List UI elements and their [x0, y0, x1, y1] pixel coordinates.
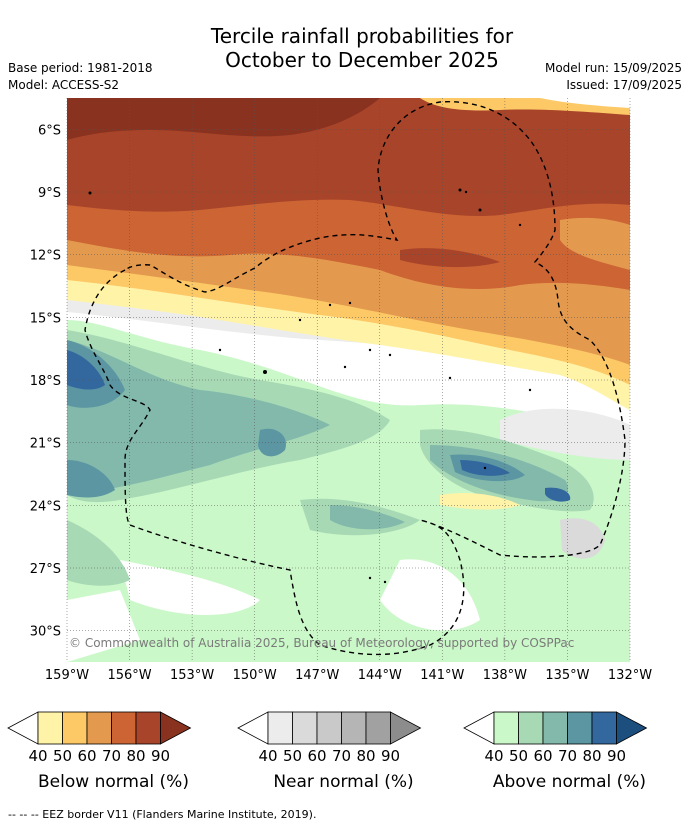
lat-label: 24°S: [30, 499, 61, 514]
lon-label: 141°W: [420, 668, 464, 683]
legend-swatch: [62, 711, 88, 745]
legend-arrow-low: [7, 711, 39, 745]
title-line-1: Tercile rainfall probabilities for: [210, 24, 514, 48]
lat-label: 6°S: [38, 123, 61, 138]
legend-tick: 90: [151, 747, 170, 765]
legend-title-below: Below normal (%): [38, 772, 189, 792]
copyright-notice: © Commonwealth of Australia 2025, Bureau…: [69, 636, 574, 650]
graticule: [66, 98, 631, 662]
lon-label: 144°W: [358, 668, 402, 683]
legend-tick: 70: [558, 747, 577, 765]
legend-tick: 80: [582, 747, 601, 765]
legend-swatch: [341, 711, 367, 745]
legend-swatch: [567, 711, 593, 745]
legend-tick: 50: [283, 747, 302, 765]
probability-map: © Commonwealth of Australia 2025, Bureau…: [30, 98, 652, 683]
legend-swatch: [37, 711, 63, 745]
legend-arrow-low: [463, 711, 495, 745]
legend-tick: 60: [77, 747, 96, 765]
title-line-2: October to December 2025: [225, 48, 499, 72]
legend-arrow-high: [616, 711, 648, 745]
legend-tick: 90: [607, 747, 626, 765]
lat-labels: 6°S 9°S 12°S 15°S 18°S 21°S 24°S 27°S 30°S: [30, 123, 61, 639]
legend-swatch: [316, 711, 342, 745]
model-run: Model run: 15/09/2025: [544, 61, 682, 75]
lon-label: 135°W: [545, 668, 589, 683]
legend-tick: 90: [381, 747, 400, 765]
meta-right: Model run: 15/09/2025 Issued: 17/09/2025: [545, 60, 682, 94]
legend-tick: 80: [356, 747, 375, 765]
legend-tick: 40: [484, 747, 503, 765]
lat-label: 15°S: [30, 311, 61, 326]
lat-label: 12°S: [30, 249, 61, 264]
legend-swatch: [292, 711, 318, 745]
legend-swatch: [591, 711, 617, 745]
lat-label: 9°S: [38, 186, 61, 201]
legend-tick: 50: [509, 747, 528, 765]
lon-label: 138°W: [483, 668, 527, 683]
lon-label: 159°W: [45, 668, 89, 683]
legend-tick: 80: [126, 747, 145, 765]
lon-label: 156°W: [107, 668, 151, 683]
legend-swatch: [111, 711, 137, 745]
legend-tick: 60: [307, 747, 326, 765]
legend-tick: 40: [28, 747, 47, 765]
eez-footnote: -- -- -- EEZ border V11 (Flanders Marine…: [8, 808, 317, 821]
legend-near-normal: 40 50 60 70 80 90: [236, 706, 458, 766]
issued-date: Issued: 17/09/2025: [566, 78, 682, 92]
legend-tick: 60: [533, 747, 552, 765]
legend-tick: 50: [53, 747, 72, 765]
lon-label: 147°W: [295, 668, 339, 683]
lat-label: 18°S: [30, 374, 61, 389]
lon-label: 132°W: [608, 668, 652, 683]
lat-label: 21°S: [30, 437, 61, 452]
legend-title-near: Near normal (%): [273, 772, 414, 792]
lon-label: 150°W: [233, 668, 277, 683]
legend-arrow-high: [160, 711, 192, 745]
legend-swatch: [86, 711, 112, 745]
meta-left: Base period: 1981-2018 Model: ACCESS-S2: [8, 60, 153, 94]
model-name: Model: ACCESS-S2: [8, 78, 120, 92]
map-title: Tercile rainfall probabilities for Octob…: [0, 24, 690, 72]
legend-swatch: [542, 711, 568, 745]
legend-tick: 70: [332, 747, 351, 765]
legend-tick: 40: [258, 747, 277, 765]
legend-swatch: [518, 711, 544, 745]
legend-swatch: [135, 711, 161, 745]
lat-label: 27°S: [30, 562, 61, 577]
base-period: Base period: 1981-2018: [8, 61, 153, 75]
legend-arrow-low: [237, 711, 269, 745]
legend-swatch: [493, 711, 519, 745]
islands: [88, 188, 532, 584]
legend-below-normal: 40 50 60 70 80 90: [6, 706, 228, 766]
eez-border: [84, 101, 626, 656]
legend-above-normal: 40 50 60 70 80 90: [462, 706, 684, 766]
legend-arrow-high: [390, 711, 422, 745]
legend-tick: 70: [102, 747, 121, 765]
lat-label: 30°S: [30, 625, 61, 640]
lon-labels: 159°W 156°W 153°W 150°W 147°W 144°W 141°W 138°W…: [45, 668, 652, 683]
legend-swatch: [365, 711, 391, 745]
lon-label: 153°W: [170, 668, 214, 683]
legend-swatch: [267, 711, 293, 745]
legend-title-above: Above normal (%): [492, 772, 647, 792]
